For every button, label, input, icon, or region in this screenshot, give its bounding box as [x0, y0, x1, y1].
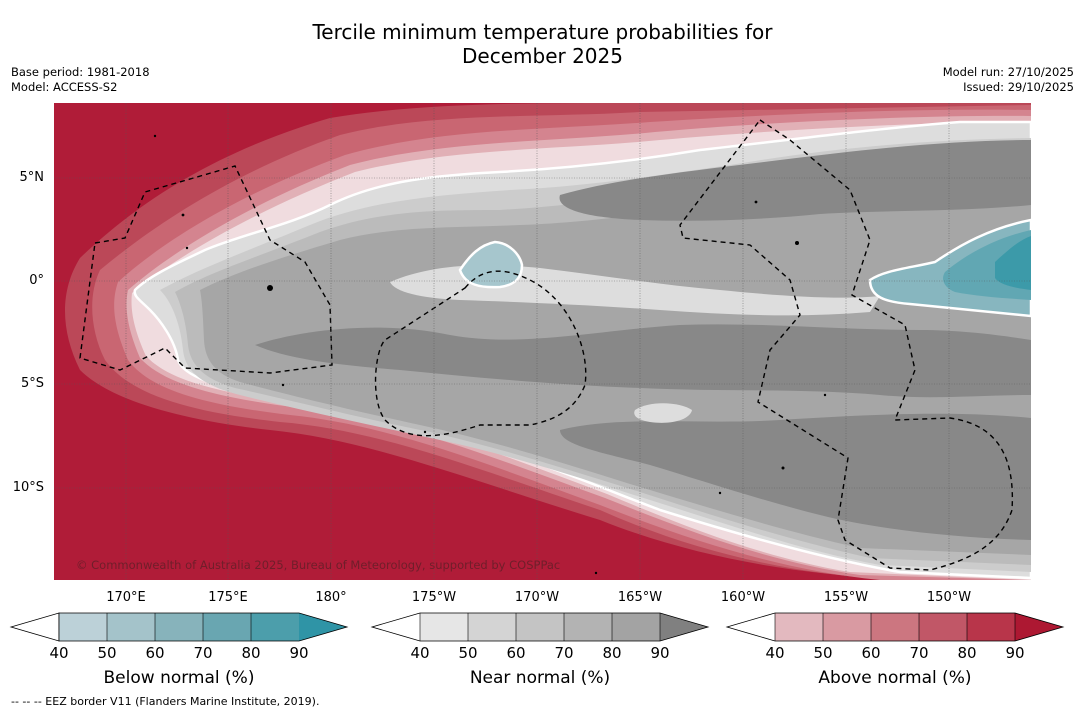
cb-above-tick-80: 80	[957, 644, 977, 662]
cb-below-tick-70: 70	[193, 644, 213, 662]
colorbar-near-over-arrow	[660, 613, 708, 641]
eez-border-east	[679, 119, 1014, 571]
near-90-blob-east	[559, 140, 1031, 221]
colorbar-above-cell-70	[919, 613, 967, 641]
cb-below-tick-80: 80	[241, 644, 261, 662]
cb-above-tick-70: 70	[909, 644, 929, 662]
colorbar-below-cell-50	[107, 613, 155, 641]
eez-footnote: -- -- -- EEZ border V11 (Flanders Marine…	[11, 695, 320, 708]
colorbar-below-cell-70	[203, 613, 251, 641]
lat-label-5n: 5°N	[19, 170, 45, 185]
colorbar-near	[370, 612, 710, 642]
colorbar-near-cell-70	[564, 613, 612, 641]
gridlines	[54, 103, 1031, 580]
colorbar-above-cell-50	[823, 613, 871, 641]
copyright-notice: © Commonwealth of Australia 2025, Bureau…	[76, 558, 561, 572]
islands	[153, 134, 827, 575]
meta-right: Model run: 27/10/2025 Issued: 29/10/2025	[943, 65, 1074, 95]
lon-label-160w: 160°W	[720, 590, 766, 605]
cb-above-tick-90: 90	[1005, 644, 1025, 662]
colorbar-near-cell-60	[516, 613, 564, 641]
cb-near-tick-80: 80	[602, 644, 622, 662]
title-line-2: December 2025	[462, 44, 623, 68]
colorbar-above-under-arrow	[727, 613, 775, 641]
colorbar-near-cell-80	[612, 613, 660, 641]
lon-label-175w: 175°W	[411, 590, 457, 605]
chart-title: Tercile minimum temperature probabilitie…	[0, 20, 1085, 68]
cb-near-tick-60: 60	[506, 644, 526, 662]
cb-near-tick-90: 90	[650, 644, 670, 662]
lon-label-165w: 165°W	[617, 590, 663, 605]
meta-left: Base period: 1981-2018 Model: ACCESS-S2	[11, 65, 150, 95]
map-area	[54, 103, 1031, 580]
colorbar-above-cell-60	[871, 613, 919, 641]
cb-below-tick-60: 60	[145, 644, 165, 662]
lon-label-175e: 175°E	[208, 590, 248, 605]
colorbar-below-under-arrow	[9, 612, 60, 642]
colorbar-above-title: Above normal (%)	[818, 668, 972, 688]
model-run: Model run: 27/10/2025	[942, 65, 1074, 79]
colorbar-above-cell-80	[967, 613, 1015, 641]
cb-above-tick-60: 60	[861, 644, 881, 662]
title-line-1: Tercile minimum temperature probabilitie…	[312, 20, 773, 44]
base-period: Base period: 1981-2018	[11, 65, 150, 79]
colorbar-above	[725, 612, 1065, 642]
colorbar-near-under-arrow	[372, 613, 420, 641]
below-90-east	[995, 236, 1031, 290]
model-name: Model: ACCESS-S2	[11, 80, 118, 94]
colorbar-near-cell-40	[420, 613, 468, 641]
colorbar-below-cell-80	[251, 613, 299, 641]
issued-date: Issued: 29/10/2025	[963, 80, 1074, 94]
cb-near-tick-40: 40	[410, 644, 430, 662]
lat-label-10s: 10°S	[12, 480, 44, 495]
colorbar-near-title: Near normal (%)	[469, 668, 611, 688]
colorbar-below	[9, 612, 349, 642]
near-90-blob-south	[560, 413, 1031, 540]
cb-below-tick-90: 90	[289, 644, 309, 662]
colorbar-above-cell-40	[775, 613, 823, 641]
lon-label-155w: 155°W	[823, 590, 869, 605]
eez-borders	[79, 119, 1014, 571]
colorbar-below-over-arrow	[299, 613, 347, 641]
colorbar-below-cell-60	[155, 613, 203, 641]
cb-near-tick-70: 70	[554, 644, 574, 662]
eez-border-west	[79, 165, 333, 374]
cb-above-tick-40: 40	[765, 644, 785, 662]
near-50-patch-south	[634, 403, 692, 423]
cb-above-tick-50: 50	[813, 644, 833, 662]
lon-label-180: 180°	[315, 590, 347, 605]
colorbar-below-title: Below normal (%)	[103, 668, 255, 688]
lon-label-150w: 150°W	[926, 590, 972, 605]
lon-label-170w: 170°W	[514, 590, 560, 605]
colorbar-near-cell-50	[468, 613, 516, 641]
lat-label-5s: 5°S	[20, 376, 44, 391]
colorbar-above-over-arrow	[1015, 613, 1063, 641]
colorbar-below-cell-40	[59, 613, 107, 641]
cb-below-tick-40: 40	[49, 644, 69, 662]
below-50-west	[458, 240, 524, 289]
cb-below-tick-50: 50	[97, 644, 117, 662]
lon-label-170e: 170°E	[106, 590, 146, 605]
cb-near-tick-50: 50	[458, 644, 478, 662]
near-90-blob-central	[255, 324, 1031, 398]
lat-label-0: 0°	[29, 273, 44, 288]
